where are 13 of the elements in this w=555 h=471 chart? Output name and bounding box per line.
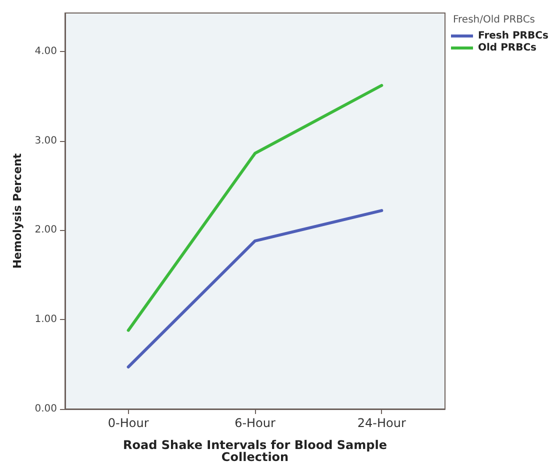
y-tick-label: 2.00 xyxy=(34,224,57,236)
x-axis-title: Road Shake Intervals for Blood Sample Collection xyxy=(123,438,387,464)
legend-label: Fresh PRBCs xyxy=(478,30,548,42)
x-tick-label: 0-Hour xyxy=(108,416,149,430)
y-tick-label: 1.00 xyxy=(34,314,57,326)
y-tick-label: 3.00 xyxy=(34,135,57,146)
legend-label: Old PRBCs xyxy=(478,42,537,54)
y-tick-label: 0.00 xyxy=(34,404,57,414)
x-tick-label: 24-Hour xyxy=(357,416,406,430)
y-tick-label: 4.00 xyxy=(34,46,57,57)
x-tick-label: 6-Hour xyxy=(234,416,276,430)
y-axis-title: Hemolysis Percent xyxy=(11,153,24,269)
legend-title: Fresh/Old PRBCs xyxy=(453,14,536,26)
